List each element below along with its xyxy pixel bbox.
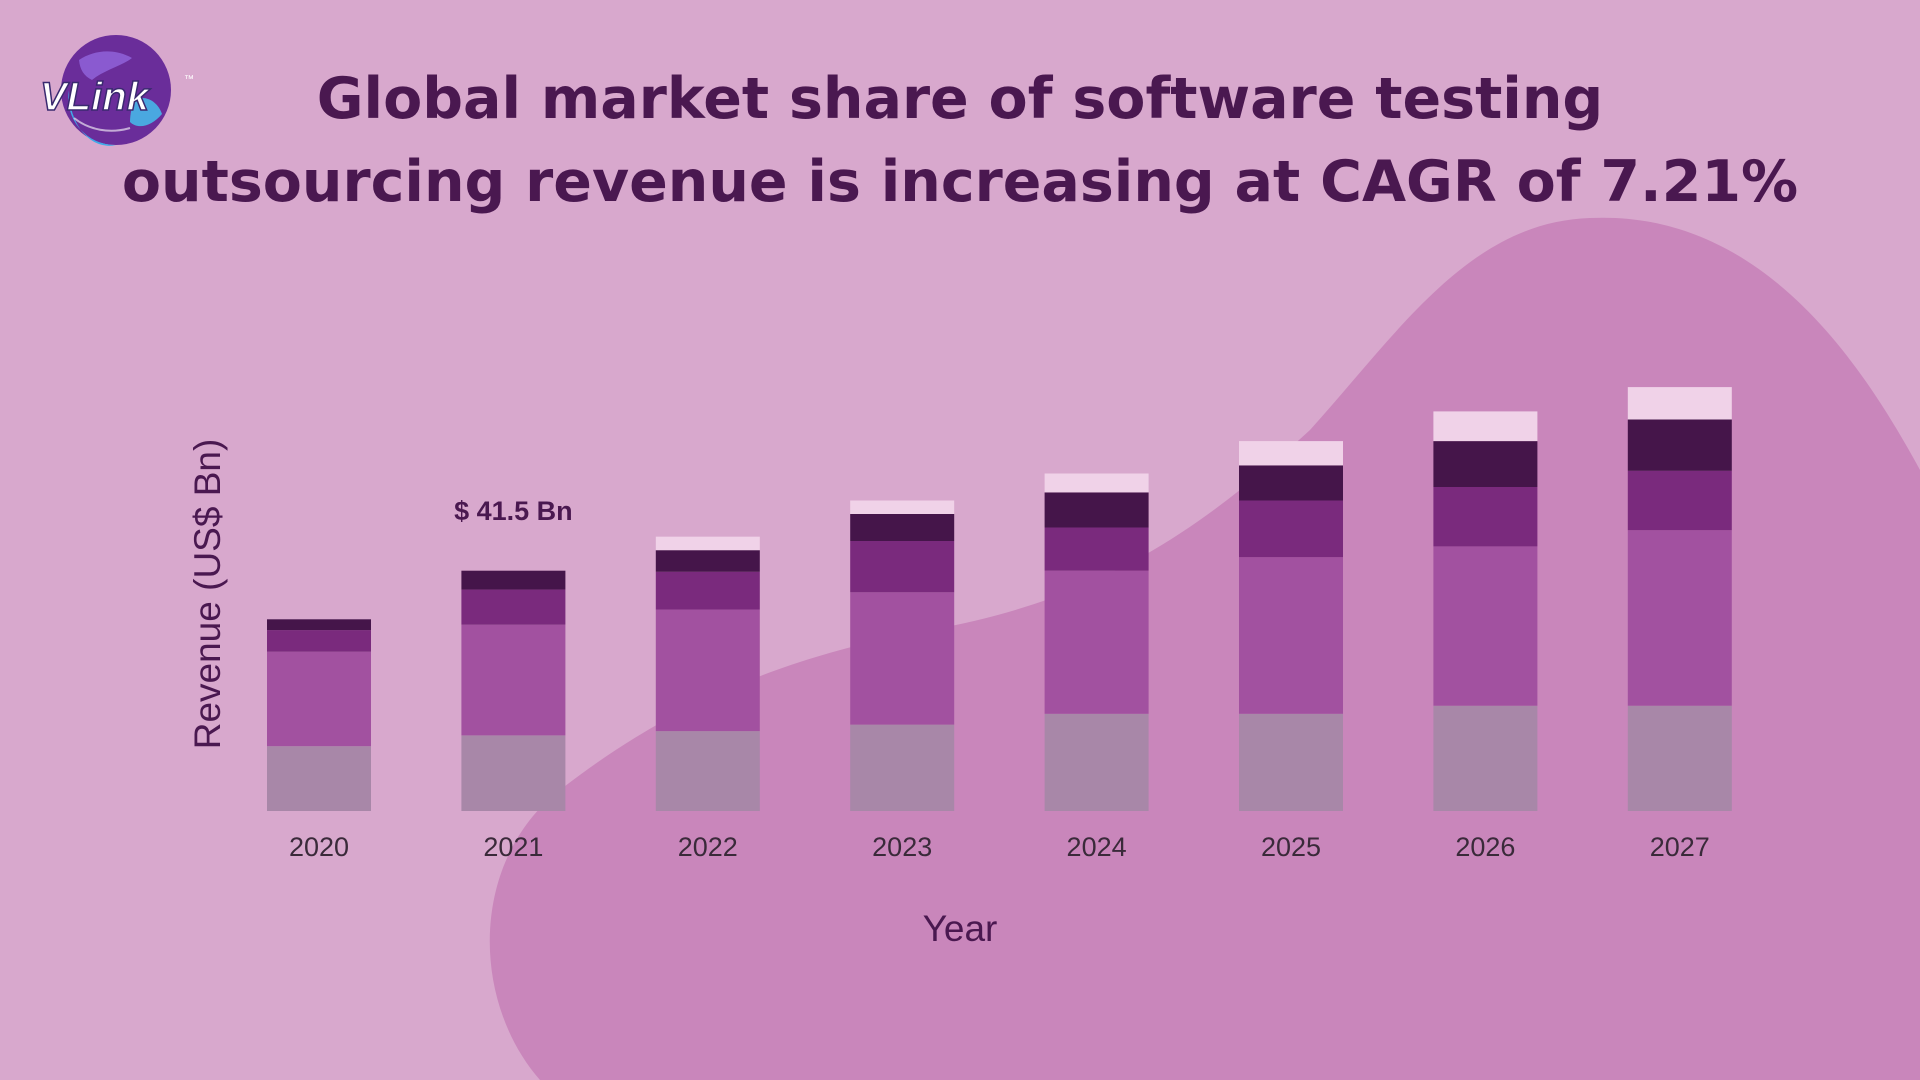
bar-segment [1627,705,1732,811]
bar-segment [1627,387,1732,420]
bar-segment [1433,411,1538,442]
bar-segment [655,536,760,551]
bar-segment [1239,465,1343,501]
globe-icon [61,35,171,146]
x-tick-label: 2021 [483,832,543,862]
bar-segment [655,731,760,811]
bar-segment [1627,419,1732,471]
bar-segment [267,651,371,747]
bar-segment [1044,527,1149,571]
bar-segment [850,514,955,541]
bar-segment [850,592,955,725]
bar-segment [461,570,566,590]
bar-segment [850,724,955,811]
vlink-logo: VLink ™ [39,35,194,146]
bar-segment [655,550,760,572]
bar-segment [655,609,760,732]
bar-segment [1239,500,1343,558]
bar-segment [267,630,371,652]
x-tick-label: 2024 [1067,832,1127,862]
bar-segment [267,619,371,631]
bar-segment [461,589,566,625]
bar-segment [1239,441,1343,466]
y-axis-label: Revenue (US$ Bn) [187,439,228,750]
bar-segment [461,735,566,811]
chart-title: Global market share of software testing … [121,66,1799,215]
bar-segment [1239,713,1343,811]
x-tick-label: 2023 [872,832,932,862]
bar-segment [850,500,955,514]
bar-segment [1627,470,1732,531]
logo-trademark: ™ [184,74,194,85]
bar-segment [1433,705,1538,811]
logo-text: VLink [40,75,151,119]
bar-segment [1627,530,1732,706]
x-tick-label: 2020 [289,832,349,862]
bar-segment [1044,570,1149,714]
x-tick-label: 2026 [1455,832,1515,862]
bar-segment [267,746,371,811]
bar-segment [850,541,955,593]
bar-segment [1433,546,1538,706]
bar-segment [655,571,760,610]
x-tick-label: 2027 [1650,832,1710,862]
bar-segment [1239,557,1343,714]
bar-segment [1433,487,1538,547]
data-label: $ 41.5 Bn [454,496,573,526]
x-tick-label: 2025 [1261,832,1321,862]
bar-segment [1044,473,1149,493]
bar-segment [1044,492,1149,528]
bar-segment [1433,441,1538,487]
x-tick-label: 2022 [678,832,738,862]
x-axis-label: Year [923,908,998,949]
bar-segment [1044,713,1149,811]
bar-segment [461,624,566,736]
